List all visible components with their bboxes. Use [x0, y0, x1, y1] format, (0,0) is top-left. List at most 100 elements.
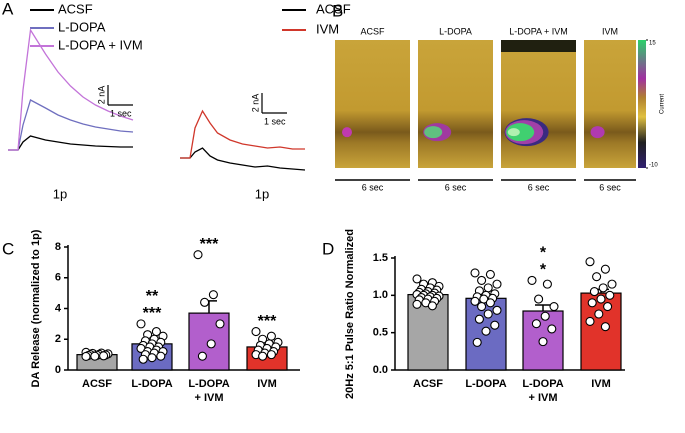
trace	[180, 109, 305, 159]
data-point	[138, 354, 148, 364]
colorbar	[638, 40, 646, 168]
data-point	[251, 327, 261, 337]
y-tick-label: 0.5	[373, 327, 388, 339]
data-point	[549, 301, 559, 312]
duration-label: 6 sec	[528, 182, 550, 192]
data-point	[470, 296, 480, 306]
data-point	[206, 339, 216, 349]
data-point	[427, 301, 437, 311]
x-tick-label: L-DOPA	[465, 378, 506, 390]
data-point	[485, 298, 495, 308]
data-point	[90, 351, 100, 361]
data-point	[483, 283, 493, 293]
data-point	[585, 316, 595, 327]
x-tick-label: ACSF	[82, 378, 112, 390]
legend-label: IVM	[316, 21, 339, 36]
colorbar-tick-label: 15	[649, 41, 656, 47]
y-tick-label: 1.0	[373, 289, 388, 301]
data-point	[483, 309, 493, 319]
y-axis-label: 20Hz 5:1 Pulse Ratio Normalized	[344, 229, 356, 399]
scale-bar-x-label: 1 sec	[264, 116, 286, 126]
data-point	[485, 269, 495, 279]
data-point	[542, 279, 552, 289]
trace	[8, 28, 134, 151]
data-point	[258, 351, 268, 361]
data-point	[197, 351, 207, 361]
data-point	[81, 351, 91, 362]
duration-label: 6 sec	[362, 182, 384, 192]
data-point	[481, 326, 491, 336]
legend-label: ACSF	[316, 1, 351, 16]
heatmap-blob	[506, 123, 535, 142]
data-point	[470, 268, 480, 278]
trace	[8, 135, 133, 151]
data-point	[99, 351, 109, 361]
panel-label: A	[2, 0, 14, 18]
y-tick-label: 4	[55, 302, 62, 314]
heatmap-image	[335, 40, 410, 168]
data-point	[585, 257, 595, 267]
data-point	[534, 294, 544, 304]
data-point	[607, 279, 617, 289]
data-point	[594, 309, 604, 319]
duration-label: 6 sec	[599, 182, 621, 192]
data-point	[474, 314, 484, 324]
y-tick-label: 0.0	[373, 364, 388, 376]
heatmap-blob	[507, 128, 520, 137]
heatmap-artifact	[501, 40, 576, 52]
data-point	[587, 298, 597, 308]
scale-bar-y-label: 2 nA	[250, 94, 260, 113]
data-point	[527, 275, 537, 285]
legend-label: ACSF	[58, 1, 93, 16]
data-point	[472, 337, 482, 347]
y-tick-label: 1.5	[373, 252, 388, 264]
heatmap-blob	[424, 126, 443, 139]
panel-label: B	[332, 1, 343, 20]
data-point	[208, 290, 218, 300]
significance-marker: *	[540, 262, 547, 279]
heatmap-blob	[590, 126, 605, 139]
data-point	[531, 319, 541, 329]
legend-label: L-DOPA	[58, 19, 106, 34]
bar	[580, 292, 622, 371]
data-point	[412, 299, 422, 309]
error-bar	[535, 304, 551, 312]
heatmap-title: L-DOPA	[439, 26, 472, 36]
data-point	[547, 324, 557, 334]
data-point	[596, 294, 606, 304]
data-point	[412, 274, 422, 284]
data-point	[540, 311, 550, 321]
y-tick-label: 8	[55, 241, 61, 253]
x-label: 1p	[53, 186, 67, 201]
heatmap-image	[501, 40, 576, 168]
data-point	[603, 301, 613, 312]
significance-marker: *	[540, 245, 547, 262]
x-tick-label: ACSF	[413, 378, 443, 390]
data-point	[605, 290, 615, 300]
data-point	[490, 320, 500, 330]
data-point	[538, 337, 548, 347]
data-point	[266, 331, 276, 341]
y-axis-label: DA Release (normalized to 1p)	[30, 229, 42, 387]
x-tick-label: L-DOPA + IVM	[188, 378, 229, 404]
y-tick-label: 6	[55, 272, 61, 284]
scale-bar-x-label: 1 sec	[110, 108, 132, 118]
data-point	[600, 264, 610, 274]
heatmap-image	[584, 40, 636, 168]
data-point	[147, 353, 157, 363]
data-point	[200, 297, 210, 307]
data-point	[492, 305, 502, 315]
colorbar-label: Current	[660, 94, 666, 114]
heatmap-blob	[342, 127, 352, 138]
data-point	[600, 322, 610, 332]
significance-marker: ***	[143, 305, 162, 322]
legend-label: L-DOPA + IVM	[58, 37, 143, 52]
data-point	[266, 350, 276, 360]
data-point	[193, 250, 203, 260]
x-tick-label: IVM	[257, 378, 277, 390]
x-tick-label: L-DOPA + IVM	[522, 378, 563, 404]
data-point	[215, 319, 225, 329]
data-point	[156, 351, 166, 361]
x-label: 1p	[255, 186, 269, 201]
